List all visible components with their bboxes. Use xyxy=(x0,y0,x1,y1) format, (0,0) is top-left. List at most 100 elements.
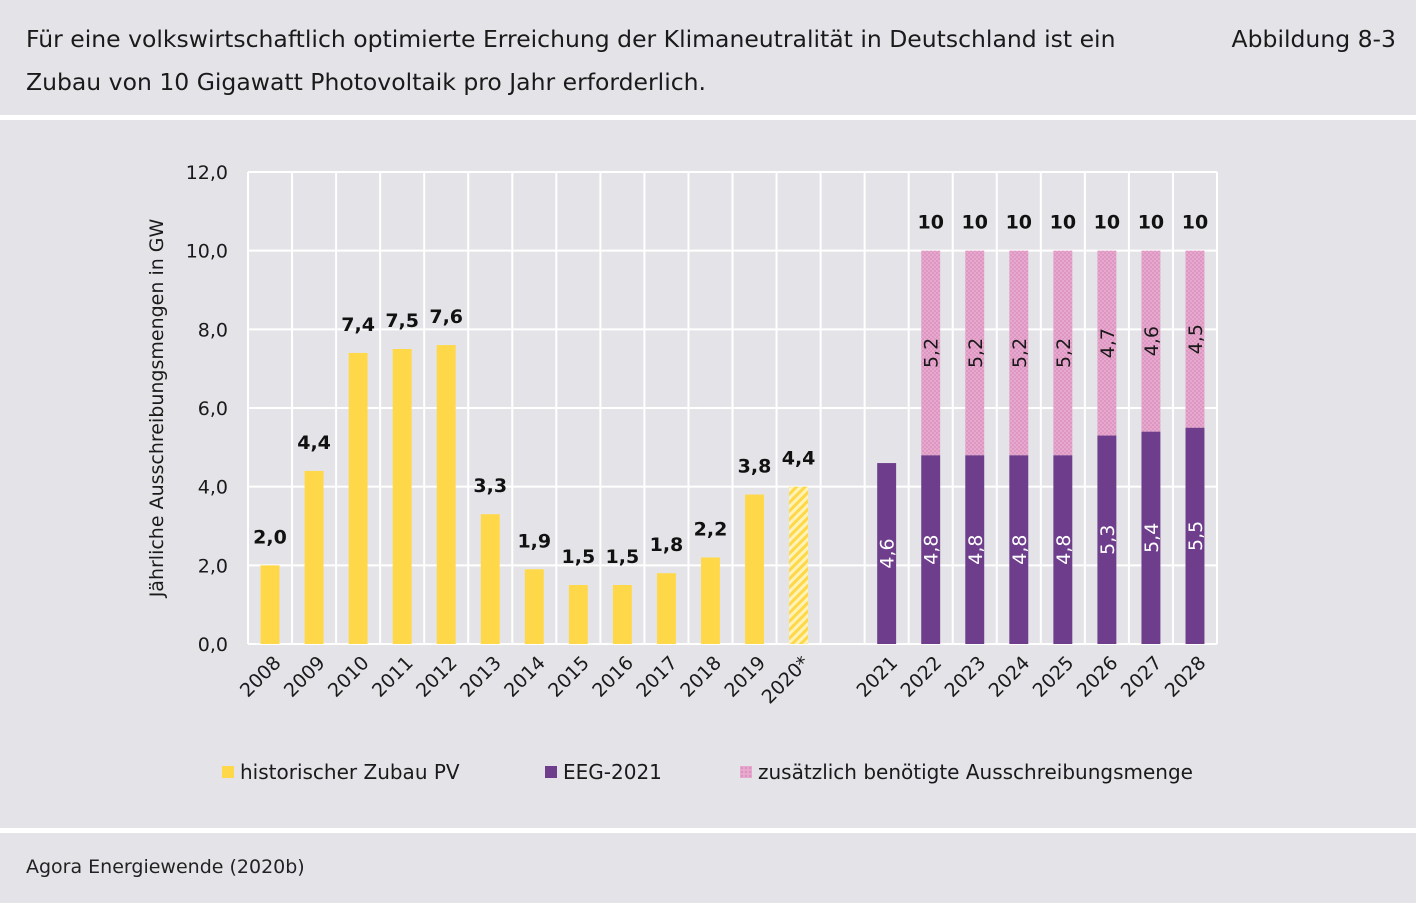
legend-item-additional: zusätzlich benötigte Ausschreibungsmenge xyxy=(740,760,1193,784)
y-tick-label: 2,0 xyxy=(198,555,228,577)
x-tick-label: 2020* xyxy=(758,652,814,708)
bottom-divider xyxy=(0,828,1416,833)
legend: historischer Zubau PV EEG-2021 zusätzlic… xyxy=(0,760,1416,794)
y-tick-label: 6,0 xyxy=(198,398,228,420)
data-label-total: 10 xyxy=(962,212,988,234)
legend-swatch-historical xyxy=(222,766,234,778)
x-tick-label: 2028 xyxy=(1161,652,1211,702)
data-label-total: 3,3 xyxy=(473,475,507,497)
data-label-additional: 4,7 xyxy=(1097,328,1119,358)
data-label-eeg: 4,8 xyxy=(921,534,943,564)
legend-item-eeg: EEG-2021 xyxy=(545,760,662,784)
data-label-eeg: 4,8 xyxy=(965,534,987,564)
bar-eeg xyxy=(1141,431,1161,644)
y-tick-label: 10,0 xyxy=(186,241,228,263)
data-label-eeg: 4,6 xyxy=(877,538,899,568)
data-label-total: 1,9 xyxy=(517,530,551,552)
data-label-eeg: 4,8 xyxy=(1053,534,1075,564)
chart-area: 2,0 4,4 7,4 7,5 7,6 3,3 1,9 1,5 1,5 1,8 2,2 3,8 4,4 4… xyxy=(0,120,1416,829)
data-label-total: 3,8 xyxy=(738,456,772,478)
data-label-total: 2,0 xyxy=(253,526,287,548)
bar-eeg xyxy=(1053,455,1073,644)
x-tick-label: 2018 xyxy=(676,652,726,702)
bar-historical xyxy=(789,486,809,644)
y-tick-label: 12,0 xyxy=(186,162,228,184)
x-tick-label: 2026 xyxy=(1073,652,1123,702)
data-label-total: 10 xyxy=(1138,212,1164,234)
figure-label: Abbildung 8-3 xyxy=(1231,25,1396,53)
x-tick-label: 2015 xyxy=(544,652,594,702)
data-label-total: 10 xyxy=(917,212,943,234)
data-label-eeg: 5,3 xyxy=(1097,525,1119,555)
y-tick-label: 0,0 xyxy=(198,634,228,656)
data-label-eeg: 5,5 xyxy=(1185,521,1207,551)
data-label-total: 1,5 xyxy=(562,546,596,568)
x-tick-label: 2014 xyxy=(500,652,550,702)
legend-label-additional: zusätzlich benötigte Ausschreibungsmenge xyxy=(758,760,1193,784)
data-label-additional: 5,2 xyxy=(1053,338,1075,368)
bar-historical xyxy=(612,585,632,644)
bar-additional xyxy=(1185,250,1205,428)
bar-additional xyxy=(1009,250,1029,456)
data-label-total: 4,4 xyxy=(782,448,816,470)
data-label-additional: 4,6 xyxy=(1141,326,1163,356)
x-tick-label: 2022 xyxy=(896,652,946,702)
bars-layer xyxy=(260,250,1205,644)
bar-historical xyxy=(392,349,412,644)
data-label-additional: 5,2 xyxy=(921,338,943,368)
legend-label-eeg: EEG-2021 xyxy=(563,760,662,784)
bar-historical xyxy=(656,573,676,644)
top-divider xyxy=(0,115,1416,120)
bar-historical xyxy=(524,569,544,644)
data-label-total: 7,6 xyxy=(429,306,463,328)
data-label-total: 2,2 xyxy=(694,518,728,540)
bar-eeg xyxy=(921,455,941,644)
legend-label-historical: historischer Zubau PV xyxy=(240,760,460,784)
data-label-additional: 5,2 xyxy=(1009,338,1031,368)
bar-additional xyxy=(1097,250,1117,436)
data-label-total: 7,5 xyxy=(385,310,419,332)
x-tick-label: 2021 xyxy=(852,652,902,702)
x-tick-label: 2008 xyxy=(236,652,286,702)
x-tick-label: 2025 xyxy=(1029,652,1079,702)
bar-eeg xyxy=(965,455,985,644)
x-tick-label: 2024 xyxy=(985,652,1035,702)
legend-swatch-additional xyxy=(740,766,752,778)
y-axis-label: Jährliche Ausschreibungsmengen in GW xyxy=(146,218,168,598)
data-label-total: 10 xyxy=(1182,212,1208,234)
bar-additional xyxy=(921,250,941,456)
legend-swatch-eeg xyxy=(545,766,557,778)
data-label-additional: 5,2 xyxy=(965,338,987,368)
bar-additional xyxy=(965,250,985,456)
bar-additional xyxy=(1141,250,1161,432)
source-note: Agora Energiewende (2020b) xyxy=(26,856,305,878)
bar-historical xyxy=(436,345,456,644)
bar-eeg xyxy=(1185,427,1205,644)
y-tick-label: 4,0 xyxy=(198,477,228,499)
bar-historical xyxy=(480,514,500,644)
data-label-total: 1,8 xyxy=(650,534,684,556)
data-label-total: 10 xyxy=(1006,212,1032,234)
x-tick-label: 2017 xyxy=(632,652,682,702)
bar-historical xyxy=(701,557,720,644)
x-tick-label: 2009 xyxy=(280,652,330,702)
data-label-eeg: 5,4 xyxy=(1141,523,1163,553)
x-tick-label: 2016 xyxy=(588,652,638,702)
y-tick-label: 8,0 xyxy=(198,319,228,341)
bar-historical xyxy=(260,565,280,644)
data-label-additional: 4,5 xyxy=(1185,324,1207,354)
data-label-eeg: 4,8 xyxy=(1009,534,1031,564)
bar-historical xyxy=(745,494,764,644)
chart-title: Für eine volkswirtschaftlich optimierte … xyxy=(26,25,1116,96)
header: Für eine volkswirtschaftlich optimierte … xyxy=(0,0,1416,115)
bar-eeg xyxy=(1009,455,1029,644)
data-label-total: 7,4 xyxy=(341,314,375,336)
data-label-total: 10 xyxy=(1094,212,1120,234)
data-label-total: 10 xyxy=(1050,212,1076,234)
bar-eeg xyxy=(1097,435,1117,644)
x-tick-label: 2023 xyxy=(941,652,991,702)
data-label-total: 1,5 xyxy=(606,546,640,568)
x-tick-label: 2013 xyxy=(456,652,506,702)
bar-historical xyxy=(348,352,368,644)
legend-item-historical: historischer Zubau PV xyxy=(222,760,460,784)
